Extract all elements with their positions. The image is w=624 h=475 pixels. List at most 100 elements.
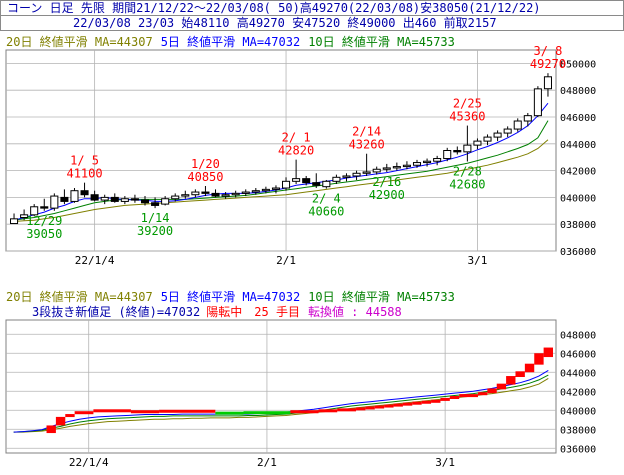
candle-body — [473, 140, 482, 146]
top-ytick-label: 050000 — [560, 59, 596, 70]
break-block — [65, 414, 75, 418]
candle-body — [412, 162, 422, 166]
break-block — [55, 416, 66, 426]
candle-body — [30, 206, 39, 216]
annotation-high-value: 49270 — [530, 57, 566, 71]
candle-body — [483, 136, 492, 142]
candle-body — [181, 194, 190, 197]
break-block — [290, 410, 319, 414]
break-block — [93, 409, 131, 413]
annotation-low-value: 39050 — [26, 227, 62, 241]
bottom-ytick-label: 046000 — [560, 349, 596, 360]
break-block — [506, 376, 516, 385]
top-xtick-label: 22/1/4 — [75, 254, 115, 267]
break-block — [393, 403, 403, 407]
top-ytick-label: 044000 — [560, 140, 596, 151]
candle-body — [423, 160, 432, 164]
break-block — [337, 408, 357, 412]
candle-body — [453, 150, 462, 153]
candle-body — [292, 178, 301, 182]
candle-body — [392, 166, 401, 169]
candle-body — [251, 190, 260, 193]
bottom-ma10-line — [13, 374, 549, 433]
top-ytick-label: 036000 — [560, 247, 596, 258]
candle-body — [10, 218, 19, 225]
break-block — [431, 399, 441, 403]
candle-body — [271, 187, 280, 190]
annotation-high-value: 40850 — [187, 170, 223, 184]
candle-body — [372, 168, 381, 173]
candle-body — [342, 175, 351, 178]
candle-body — [110, 196, 119, 202]
break-block — [421, 400, 432, 404]
candle-body — [140, 199, 150, 204]
break-block — [412, 401, 422, 405]
candle-body — [332, 176, 341, 182]
legend-bottom: 20日 終値平滑 MA=44307 5日 終値平滑 MA=47032 10日 終値平… — [6, 290, 463, 304]
candle-body — [382, 167, 391, 170]
legend-top-ma10: 10日 終値平滑 MA=45733 — [308, 35, 455, 49]
candle-body — [493, 132, 502, 138]
candle-body — [312, 182, 321, 186]
candle-body — [50, 195, 59, 209]
threeline-info: 3段抜き新値足 (終値)=47032 陽転中 25 手目 転換値 : 44588 — [32, 305, 402, 319]
candle-body — [161, 198, 170, 205]
break-block — [524, 363, 535, 373]
legend-bottom-ma5: 5日 終値平滑 MA=47032 — [160, 290, 301, 304]
legend-bottom-ma20: 20日 終値平滑 MA=44307 — [6, 290, 153, 304]
break-block — [543, 347, 553, 358]
annotation-high-date: 1/ 5 — [70, 154, 99, 168]
annotation-low-date: 2/28 — [453, 164, 482, 178]
candle-body — [20, 214, 29, 219]
candle-body — [171, 195, 180, 200]
header-title: コーン 日足 先限 期間21/12/22～22/03/08( 50)高49270… — [0, 0, 624, 16]
annotation-high-date: 3/ 8 — [534, 44, 563, 58]
bottom-plot-area — [5, 319, 557, 454]
break-block — [449, 396, 460, 399]
annotation-high-date: 1/20 — [191, 157, 220, 171]
threeline-label: 3段抜き新値足 (終値)=47032 — [32, 305, 201, 319]
candle-body — [523, 115, 532, 122]
bottom-ytick-label: 038000 — [560, 425, 596, 436]
legend-top-ma5: 5日 終値平滑 MA=47032 — [160, 35, 301, 49]
top-ma20-line — [13, 139, 549, 222]
annotation-low-value: 40660 — [308, 205, 344, 219]
bottom-ytick-label: 044000 — [560, 368, 596, 379]
break-block — [356, 407, 366, 411]
legend-bottom-ma10: 10日 終値平滑 MA=45733 — [308, 290, 455, 304]
top-xtick-label: 2/1 — [276, 254, 296, 267]
break-block — [440, 397, 450, 401]
bottom-xtick-label: 22/1/4 — [69, 456, 109, 469]
top-ytick-label: 048000 — [560, 86, 596, 97]
annotation-high-value: 43260 — [349, 138, 385, 152]
candle-body — [40, 206, 49, 209]
annotation-low-value: 39200 — [137, 224, 173, 238]
candle-body — [60, 196, 69, 202]
break-block — [130, 410, 160, 414]
annotation-high-value: 41100 — [66, 167, 102, 181]
break-block — [487, 388, 497, 394]
break-block — [374, 405, 385, 409]
candle-body — [513, 120, 522, 130]
candle-body — [120, 198, 129, 202]
annotation-low-value: 42680 — [449, 177, 485, 191]
bottom-ytick-label: 048000 — [560, 330, 596, 341]
annotation-high-date: 2/14 — [352, 125, 381, 139]
break-block — [365, 406, 375, 410]
candle-body — [302, 178, 311, 184]
break-block — [477, 392, 488, 396]
annotation-low-date: 12/29 — [26, 214, 62, 228]
candle-body — [90, 194, 99, 201]
bottom-ytick-label: 040000 — [560, 406, 596, 417]
candle-body — [352, 172, 361, 177]
annotation-high-value: 45360 — [449, 110, 485, 124]
candle-body — [322, 180, 331, 188]
candle-body — [221, 194, 230, 197]
annotation-high-date: 2/25 — [453, 97, 482, 111]
candle-body — [362, 171, 371, 174]
candle-body — [463, 144, 472, 153]
annotation-high-value: 42820 — [278, 144, 314, 158]
bottom-ytick-label: 042000 — [560, 387, 596, 398]
threeline-status: 陽転中 — [206, 305, 243, 319]
header-ohlc: 22/03/08 23/03 始48110 高49270 安47520 終490… — [0, 15, 624, 31]
